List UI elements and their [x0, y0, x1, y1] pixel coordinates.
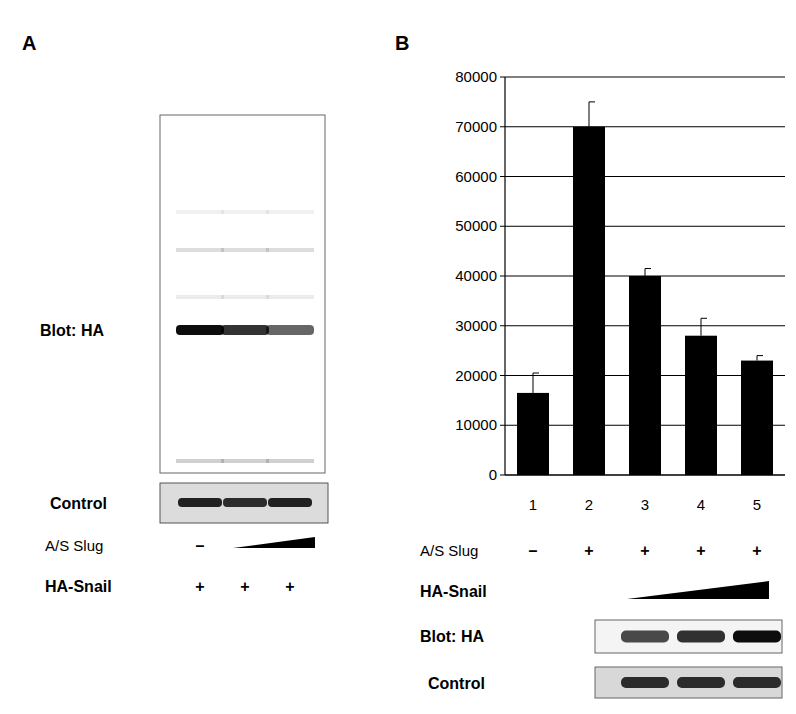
bar: [629, 276, 661, 475]
error-bar: [701, 318, 707, 335]
background-band: [221, 295, 269, 299]
tick-label: 70000: [455, 118, 497, 135]
background-band: [176, 459, 224, 463]
sign: +: [195, 578, 204, 595]
background-band: [221, 248, 269, 252]
bars: [517, 102, 773, 475]
grid-line: [505, 126, 785, 127]
wedge: [627, 581, 769, 599]
background-band: [266, 248, 314, 252]
background-band: [266, 295, 314, 299]
category-label: 3: [641, 496, 649, 513]
error-bar: [757, 356, 763, 361]
blot-frame: [160, 115, 325, 473]
background-band: [176, 210, 224, 214]
blot-band: [266, 325, 314, 335]
background-band: [266, 210, 314, 214]
error-bar: [645, 269, 651, 276]
sign: +: [240, 578, 249, 595]
condition-label: A/S Slug: [45, 537, 103, 554]
tick-mark: [500, 325, 505, 326]
category-label: 1: [529, 496, 537, 513]
grid-line: [505, 77, 785, 78]
blot-band: [621, 677, 669, 688]
bar: [573, 127, 605, 475]
blot-label: Blot: HA: [40, 322, 104, 339]
tick-label: 40000: [455, 267, 497, 284]
tick-mark: [500, 375, 505, 376]
blot-band: [677, 677, 725, 688]
panel-label: B: [395, 32, 409, 54]
control-label: Control: [428, 675, 485, 692]
background-band: [266, 459, 314, 463]
background-band: [176, 248, 224, 252]
grid-line: [505, 176, 785, 177]
sign: +: [640, 542, 649, 559]
sign: –: [196, 537, 205, 554]
error-bar: [533, 373, 539, 393]
sign: +: [584, 542, 593, 559]
blot-band: [677, 631, 725, 643]
tick-mark: [500, 176, 505, 177]
blot-band: [733, 631, 781, 643]
control-band: [223, 498, 267, 507]
figure: A Blot: HA Control A/S Slug – HA-Snail + + + B 0 10…: [0, 0, 796, 714]
blot-label: Blot: HA: [420, 628, 484, 645]
category-label: 2: [585, 496, 593, 513]
sign: +: [696, 542, 705, 559]
control-band: [268, 498, 312, 507]
tick-label: 60000: [455, 168, 497, 185]
wedge: [233, 537, 315, 548]
blot-band: [621, 631, 669, 643]
background-band: [221, 210, 269, 214]
tick-mark: [500, 276, 505, 277]
y-axis: [504, 77, 505, 475]
error-bar: [589, 102, 595, 127]
background-band: [176, 295, 224, 299]
bar: [741, 361, 773, 475]
bar: [517, 393, 549, 475]
panel-label: A: [22, 32, 36, 54]
control-label: Control: [50, 495, 107, 512]
tick-label: 10000: [455, 416, 497, 433]
sign: +: [285, 578, 294, 595]
tick-label: 30000: [455, 317, 497, 334]
category-label: 4: [697, 496, 705, 513]
condition-label: A/S Slug: [420, 542, 478, 559]
bar: [685, 336, 717, 475]
control-frame: [160, 483, 328, 523]
tick-mark: [500, 226, 505, 227]
tick-mark: [500, 126, 505, 127]
blot-band: [176, 325, 224, 335]
blot-frame: [595, 620, 782, 653]
control-band: [178, 498, 222, 507]
tick-label: 80000: [455, 68, 497, 85]
condition-label: HA-Snail: [45, 578, 112, 595]
grid-line: [505, 226, 785, 227]
category-label: 5: [753, 496, 761, 513]
sign: +: [752, 542, 761, 559]
tick-mark: [500, 77, 505, 78]
tick-label: 20000: [455, 367, 497, 384]
tick-label: 50000: [455, 217, 497, 234]
blot-frame: [595, 667, 782, 698]
blot-band: [733, 677, 781, 688]
blot-band: [221, 325, 269, 335]
background-band: [221, 459, 269, 463]
sign: –: [529, 542, 538, 559]
tick-label: 0: [489, 466, 497, 483]
condition-label: HA-Snail: [420, 583, 487, 600]
tick-mark: [500, 475, 505, 476]
tick-mark: [500, 425, 505, 426]
